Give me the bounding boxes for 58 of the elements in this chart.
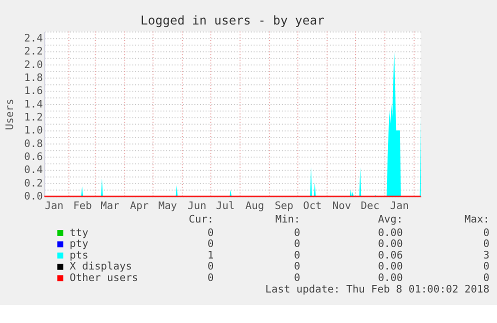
text: 0 — [207, 260, 214, 273]
legend-label: Other users — [70, 272, 138, 284]
y-tick-label: 0.4 — [24, 164, 43, 176]
y-tick-label: 0.2 — [24, 177, 43, 190]
y-tick-label: 0.6 — [24, 151, 43, 164]
text: 0 — [207, 238, 214, 250]
text: 0 — [483, 226, 490, 239]
text: 1 — [207, 249, 214, 262]
y-tick-label: 1.6 — [24, 85, 43, 98]
text: Last update: Thu Feb 8 01:00:02 2018 — [265, 283, 490, 296]
legend-label: pts — [70, 249, 88, 262]
x-tick-label: Jun — [188, 200, 206, 212]
text: 0 — [294, 260, 300, 273]
y-tick-label: 1.4 — [24, 98, 43, 110]
text: 0.06 — [378, 249, 403, 262]
text: Cur: — [188, 214, 214, 226]
y-tick-label: 0.0 — [24, 190, 43, 203]
x-tick-label: Aug — [245, 200, 264, 212]
text: 0 — [294, 238, 300, 250]
text: 0 — [483, 272, 490, 284]
x-tick-label: Oct — [303, 200, 322, 212]
x-tick-label: Mar — [100, 200, 120, 212]
x-tick-label: Nov — [332, 200, 352, 212]
text: 0.00 — [378, 260, 403, 273]
text: 0 — [483, 260, 490, 273]
text: 0 — [294, 226, 300, 239]
x-tick-label: Jan — [44, 200, 64, 212]
x-tick-label: Apr — [130, 200, 149, 212]
legend-label: X displays — [70, 260, 132, 273]
x-tick-label: Dec — [360, 200, 380, 212]
text: 0 — [207, 272, 214, 284]
y-tick-label: 1.0 — [24, 124, 43, 137]
y-tick-label: 2.2 — [24, 46, 43, 58]
y-tick-label: 2.0 — [24, 58, 43, 71]
text: 0 — [207, 226, 214, 239]
x-tick-label: Jul — [216, 200, 235, 212]
text: Max: — [464, 214, 490, 226]
x-tick-label: Sep — [274, 200, 294, 212]
text: 0.00 — [378, 238, 403, 250]
text: 0 — [294, 249, 300, 262]
chart-title: Logged in users - by year — [140, 13, 324, 28]
text: 0.00 — [378, 272, 403, 284]
text: 0 — [483, 238, 490, 250]
text: Min: — [275, 214, 300, 226]
text: Avg: — [378, 214, 403, 226]
text: 0 — [294, 272, 300, 284]
y-axis-title: Users — [4, 98, 16, 130]
legend-label: tty — [70, 226, 88, 239]
y-tick-label: 1.8 — [24, 72, 43, 84]
text: 0.00 — [378, 226, 403, 239]
legend-label: pty — [70, 238, 88, 250]
y-tick-label: 0.8 — [24, 138, 43, 150]
text: 3 — [483, 249, 490, 262]
y-tick-label: 2.4 — [24, 32, 43, 44]
x-tick-label: Feb — [73, 200, 92, 212]
x-tick-label: May — [158, 200, 178, 212]
x-tick-label: Jan — [390, 200, 409, 212]
y-tick-label: 1.2 — [24, 111, 43, 124]
